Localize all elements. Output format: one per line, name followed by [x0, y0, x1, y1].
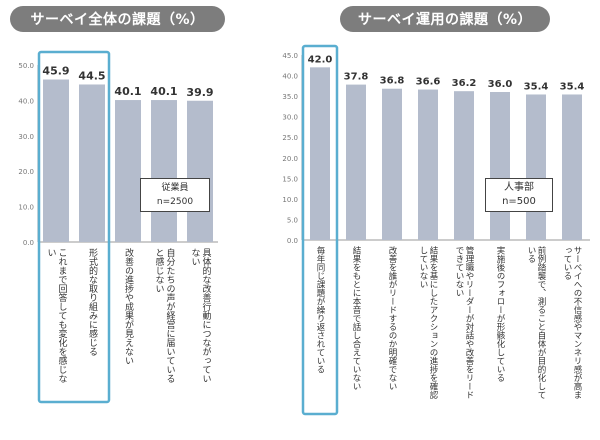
y-tick-label: 10.0 — [18, 204, 34, 212]
chart-operation-svg: 0.0 5.0 10.0 15.0 20.0 25.0 30.0 35.0 40.0 45.0 42… — [282, 44, 590, 416]
y-tick-label: 0.0 — [287, 237, 298, 245]
category-label-column: い — [46, 248, 56, 257]
category-label-column: ない — [190, 248, 201, 266]
bar — [526, 94, 546, 240]
chart-overall-svg: 0.0 10.0 20.0 30.0 40.0 50.0 45.9 これまで回答しても変化を感… — [18, 50, 218, 404]
bar — [490, 92, 510, 240]
y-tick-label: 0.0 — [23, 239, 34, 247]
bar — [562, 94, 582, 240]
category-label-column: していない — [418, 246, 428, 289]
sample-box: 人事部 n=500 — [485, 178, 553, 212]
category-label-column: 結果を基にしたアクションの進捗を確認 — [428, 245, 438, 399]
bar-value-label: 36.0 — [488, 79, 513, 90]
chart-title: サーベイ運用の課題（%） — [340, 6, 550, 32]
chart-panel-operation: サーベイ運用の課題（%） 0.0 5.0 10.0 15.0 20.0 25.0 30.0 3… — [270, 0, 600, 440]
bar-value-label: 42.0 — [308, 54, 333, 65]
chart-panel-overall: サーベイ全体の課題（%） 0.0 10.0 20.0 30.0 40.0 50.0 45.9… — [0, 0, 245, 440]
bar — [115, 100, 141, 243]
category-label: 毎年同じ課題が繰り返されている — [315, 245, 325, 373]
sample-size-label: n=500 — [502, 196, 536, 207]
highlight-frame — [301, 44, 339, 416]
category-label: 形式的な取り組みに感じる — [87, 247, 98, 356]
category-label-column: サーベイへの不信感やマンネリ感が高ま — [572, 246, 582, 399]
y-tick-label: 30.0 — [282, 114, 298, 122]
y-tick-label: 40.0 — [18, 97, 34, 105]
y-tick-label: 50.0 — [18, 62, 34, 70]
bar-value-label: 35.4 — [524, 81, 549, 92]
category-label-column: 毎年同じ課題が繰り返されている — [315, 245, 325, 373]
category-label: 実施後のフォローが形骸化している — [495, 245, 505, 382]
y-tick-label: 25.0 — [282, 134, 298, 142]
y-tick-label: 15.0 — [282, 175, 298, 183]
bar-value-label: 39.9 — [186, 86, 213, 99]
category-label-column: できていない — [454, 246, 464, 297]
bar-value-label: 37.8 — [344, 72, 369, 83]
category-label: 改善の進捗や成果が見えない — [123, 247, 134, 365]
category-label-column: 形式的な取り組みに感じる — [87, 247, 98, 356]
category-label-column: 改善の進捗や成果が見えない — [123, 247, 134, 365]
bar — [454, 91, 474, 240]
category-label-column: これまで回答しても変化を感じな — [57, 248, 68, 383]
bar-value-label: 44.5 — [78, 69, 105, 82]
bar — [43, 79, 69, 242]
bar-value-label: 40.1 — [150, 85, 177, 98]
sample-group-label: 従業員 — [161, 183, 189, 193]
sample-group-label: 人事部 — [504, 182, 534, 193]
category-label: 改善を誰がリードするのか明確でない — [387, 245, 397, 390]
y-tick-label: 45.0 — [282, 52, 298, 60]
category-label-column: っている — [562, 246, 572, 280]
category-label-column: 実施後のフォローが形骸化している — [495, 245, 505, 382]
y-tick-label: 5.0 — [287, 216, 298, 224]
category-label-column: 管理職やリーダーが対話や改善をリード — [464, 245, 474, 399]
bar — [418, 89, 438, 241]
bar-value-label: 36.8 — [380, 76, 405, 87]
bar — [310, 67, 330, 240]
y-tick-label: 35.0 — [282, 93, 298, 101]
category-label-column: 改善を誰がリードするのか明確でない — [387, 245, 397, 390]
bar — [382, 88, 402, 240]
y-tick-label: 10.0 — [282, 196, 298, 204]
bar — [187, 100, 213, 242]
category-label-column: 結果をもとに本音で話し合えていない — [351, 245, 361, 390]
category-label-column: 具体的な改善行動につながってい — [201, 248, 212, 383]
sample-box: 従業員 n=2500 — [140, 178, 210, 212]
category-label-column: と感じない — [154, 248, 165, 293]
bar-value-label: 45.9 — [42, 65, 69, 78]
highlight-frame — [37, 50, 111, 404]
category-label-column: いる — [526, 246, 536, 263]
bar — [151, 100, 177, 243]
y-tick-label: 30.0 — [18, 133, 34, 141]
bar-value-label: 40.1 — [114, 85, 141, 98]
bar-value-label: 35.4 — [560, 81, 585, 92]
bar-value-label: 36.2 — [452, 78, 477, 89]
y-tick-label: 40.0 — [282, 73, 298, 81]
category-label: 結果をもとに本音で話し合えていない — [351, 245, 361, 390]
bar — [346, 84, 366, 240]
y-tick-label: 20.0 — [282, 155, 298, 163]
bar — [79, 84, 105, 242]
sample-size-label: n=2500 — [156, 197, 194, 207]
y-tick-label: 20.0 — [18, 168, 34, 176]
category-label-column: 自分たちの声が経営に届いている — [165, 247, 176, 383]
category-label-column: 前例踏襲で、測ること自体が目的化して — [536, 245, 546, 399]
bar-value-label: 36.6 — [416, 77, 441, 88]
chart-title: サーベイ全体の課題（%） — [10, 6, 225, 32]
